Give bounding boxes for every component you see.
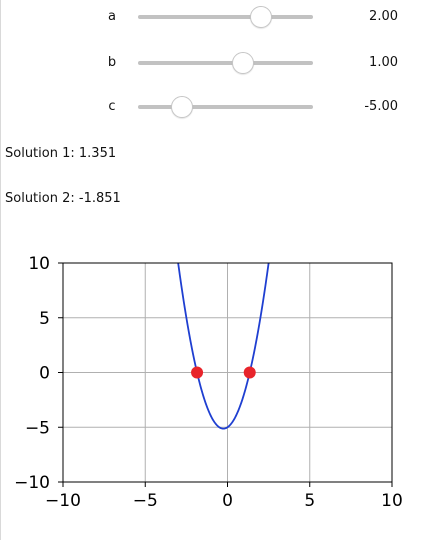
y-tick-label: 10 — [28, 254, 50, 274]
slider-c-handle[interactable] — [170, 96, 193, 118]
slider-c: c -5.00 — [0, 92, 448, 122]
slider-b: b 1.00 — [0, 48, 448, 78]
slider-b-label: b — [107, 55, 117, 70]
y-tick-label: 5 — [39, 309, 50, 329]
x-tick-label: 0 — [222, 491, 233, 511]
left-border — [0, 0, 1, 540]
root-point — [191, 366, 204, 379]
slider-c-label: c — [108, 99, 116, 114]
slider-c-track[interactable] — [138, 96, 313, 118]
root-point — [243, 366, 256, 379]
solution-1-value: 1.351 — [78, 146, 117, 161]
parabola-curve — [177, 263, 270, 430]
x-tick-label: −10 — [45, 491, 81, 511]
slider-a-value: 2.00 — [369, 9, 398, 24]
slider-a-track[interactable] — [138, 6, 313, 28]
slider-a-label: a — [108, 9, 116, 24]
y-tick-label: 0 — [39, 364, 50, 384]
solution-2-value: -1.851 — [78, 191, 121, 206]
x-tick-label: −5 — [133, 491, 158, 511]
solution-1-label: Solution 1: — [5, 146, 75, 161]
y-tick-label: −5 — [25, 418, 50, 438]
slider-a: a 2.00 — [0, 2, 448, 32]
x-tick-label: 5 — [304, 491, 315, 511]
y-tick-label: −10 — [14, 473, 50, 493]
slider-c-value: -5.00 — [364, 99, 398, 114]
solution-2: Solution 2: -1.851 — [5, 191, 121, 206]
slider-b-track[interactable] — [138, 52, 313, 74]
slider-b-value: 1.00 — [369, 55, 398, 70]
x-tick-label: 10 — [381, 491, 403, 511]
slider-a-handle[interactable] — [249, 6, 272, 28]
solution-1: Solution 1: 1.351 — [5, 146, 116, 161]
slider-b-handle[interactable] — [232, 52, 254, 74]
solution-2-label: Solution 2: — [5, 191, 75, 206]
